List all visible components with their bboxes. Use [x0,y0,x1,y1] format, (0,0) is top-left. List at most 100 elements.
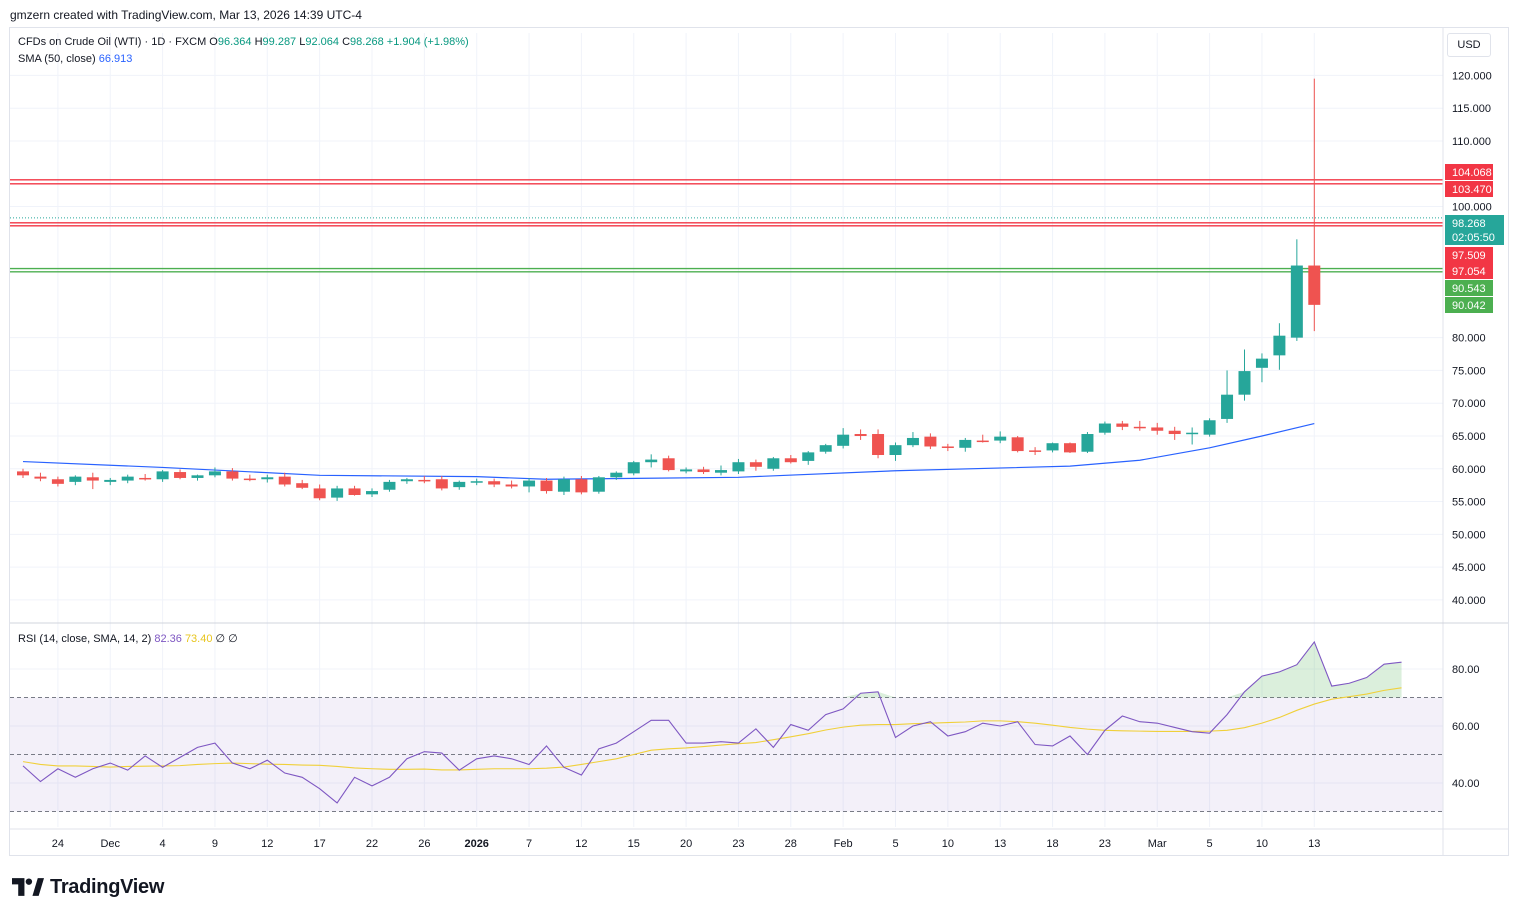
candle [488,478,501,488]
candle-body [872,434,885,456]
candle-body [680,469,693,472]
level-tag: 103.470 [1452,184,1492,196]
candle [69,475,82,486]
candle-body [313,488,326,499]
candle [1081,432,1094,454]
time-tick-label: 7 [526,838,532,850]
sma-legend: SMA (50, close) 66.913 [18,53,132,65]
candle-body [854,434,867,436]
candle [505,480,518,489]
candle-body [662,458,675,471]
candle [208,467,221,478]
rsi-background [10,697,1443,812]
candle [941,443,954,452]
candle [627,460,640,476]
candle-body [627,462,640,474]
candle-body [610,472,623,478]
candle-body [1255,358,1268,368]
candle [383,479,396,492]
candle-body [331,488,344,498]
price-tick-label: 55.000 [1452,497,1486,509]
time-axis-labels: 24 Dec 4 9 12 17 22 26 2026 7 12 15 20 23 28 Feb 5 10 13 18… [52,838,1321,850]
sma-line [22,422,1315,480]
candle [261,474,274,483]
candle [1273,323,1286,370]
candle-body [383,481,396,490]
level-tag: 90.042 [1452,300,1486,312]
price-tick-label: 45.000 [1452,562,1486,574]
change-value: +1.904 (+1.98%) [386,36,469,48]
currency-button[interactable]: USD [1447,33,1491,57]
candle-body [156,471,169,480]
candle-body [278,476,291,485]
candle-body [86,477,99,481]
rsi-series [22,640,1402,804]
level-tag: 104.068 [1452,167,1492,179]
last-price-tag-bg [1445,215,1504,245]
candle [645,454,658,468]
candle [540,477,553,494]
time-tick-label: Dec [100,838,120,850]
low-value: 92.064 [305,36,340,48]
candle-body [1238,371,1251,395]
candle-body [174,472,187,478]
candle [889,442,902,461]
candle [453,480,466,490]
candle-body [453,481,466,488]
candle [156,470,169,482]
candle [1046,442,1059,453]
level-tag-bg [1445,164,1493,180]
time-tick-label: 12 [261,838,273,850]
candle [191,474,204,481]
tradingview-logo-text: TradingView [50,875,165,898]
level-tag: 97.054 [1452,266,1486,278]
candle-body [1203,420,1216,435]
symbol-legend: CFDs on Crude Oil (WTI) · 1D · FXCM O96.… [18,36,469,48]
candle [121,474,134,484]
time-tick-label: 10 [942,838,954,850]
candle [435,475,448,491]
candle [313,484,326,501]
candle [732,458,745,475]
candle [924,433,937,450]
candle [1290,239,1303,341]
candle-body [575,479,588,493]
candle-body [1151,427,1164,431]
candle-body [121,476,134,481]
price-tick-label: 60.000 [1452,464,1486,476]
candle-body [69,476,82,482]
candle-body [523,480,536,487]
rsi-label: RSI (14, close, SMA, 14, 2) [18,633,152,645]
candle [872,429,885,459]
rsi-overbought-fill [843,691,896,698]
candle-body [592,477,605,492]
horizontal-levels [10,179,1443,273]
candle-body [645,459,658,463]
candle [523,477,536,493]
chart-frame [9,27,1509,856]
candle-body [924,436,937,447]
price-axis-labels: 120.000 115.000 110.000 100.000 80.000 75.000… [1452,70,1492,790]
candle-body [488,481,501,485]
candles [17,78,1321,501]
candle-body [470,481,483,483]
candle-body [1046,443,1059,451]
symbol-title: CFDs on Crude Oil (WTI) · 1D · FXCM [18,36,207,48]
candle [331,485,344,501]
candle [610,471,623,480]
candle-body [243,478,256,481]
candle-body [749,462,762,467]
time-tick-label: 5 [892,838,898,850]
grid-lines [10,33,1443,827]
rsi-extra: ∅ ∅ [215,633,238,645]
price-tick-label: 110.000 [1452,136,1491,148]
candle-body [34,476,47,479]
candle [906,432,919,448]
candle [1133,420,1146,431]
candle [976,434,989,443]
time-tick-label: Feb [834,838,853,850]
candle [174,469,187,480]
candle-body [505,484,518,487]
rsi-tick-label: 80.00 [1452,664,1480,676]
